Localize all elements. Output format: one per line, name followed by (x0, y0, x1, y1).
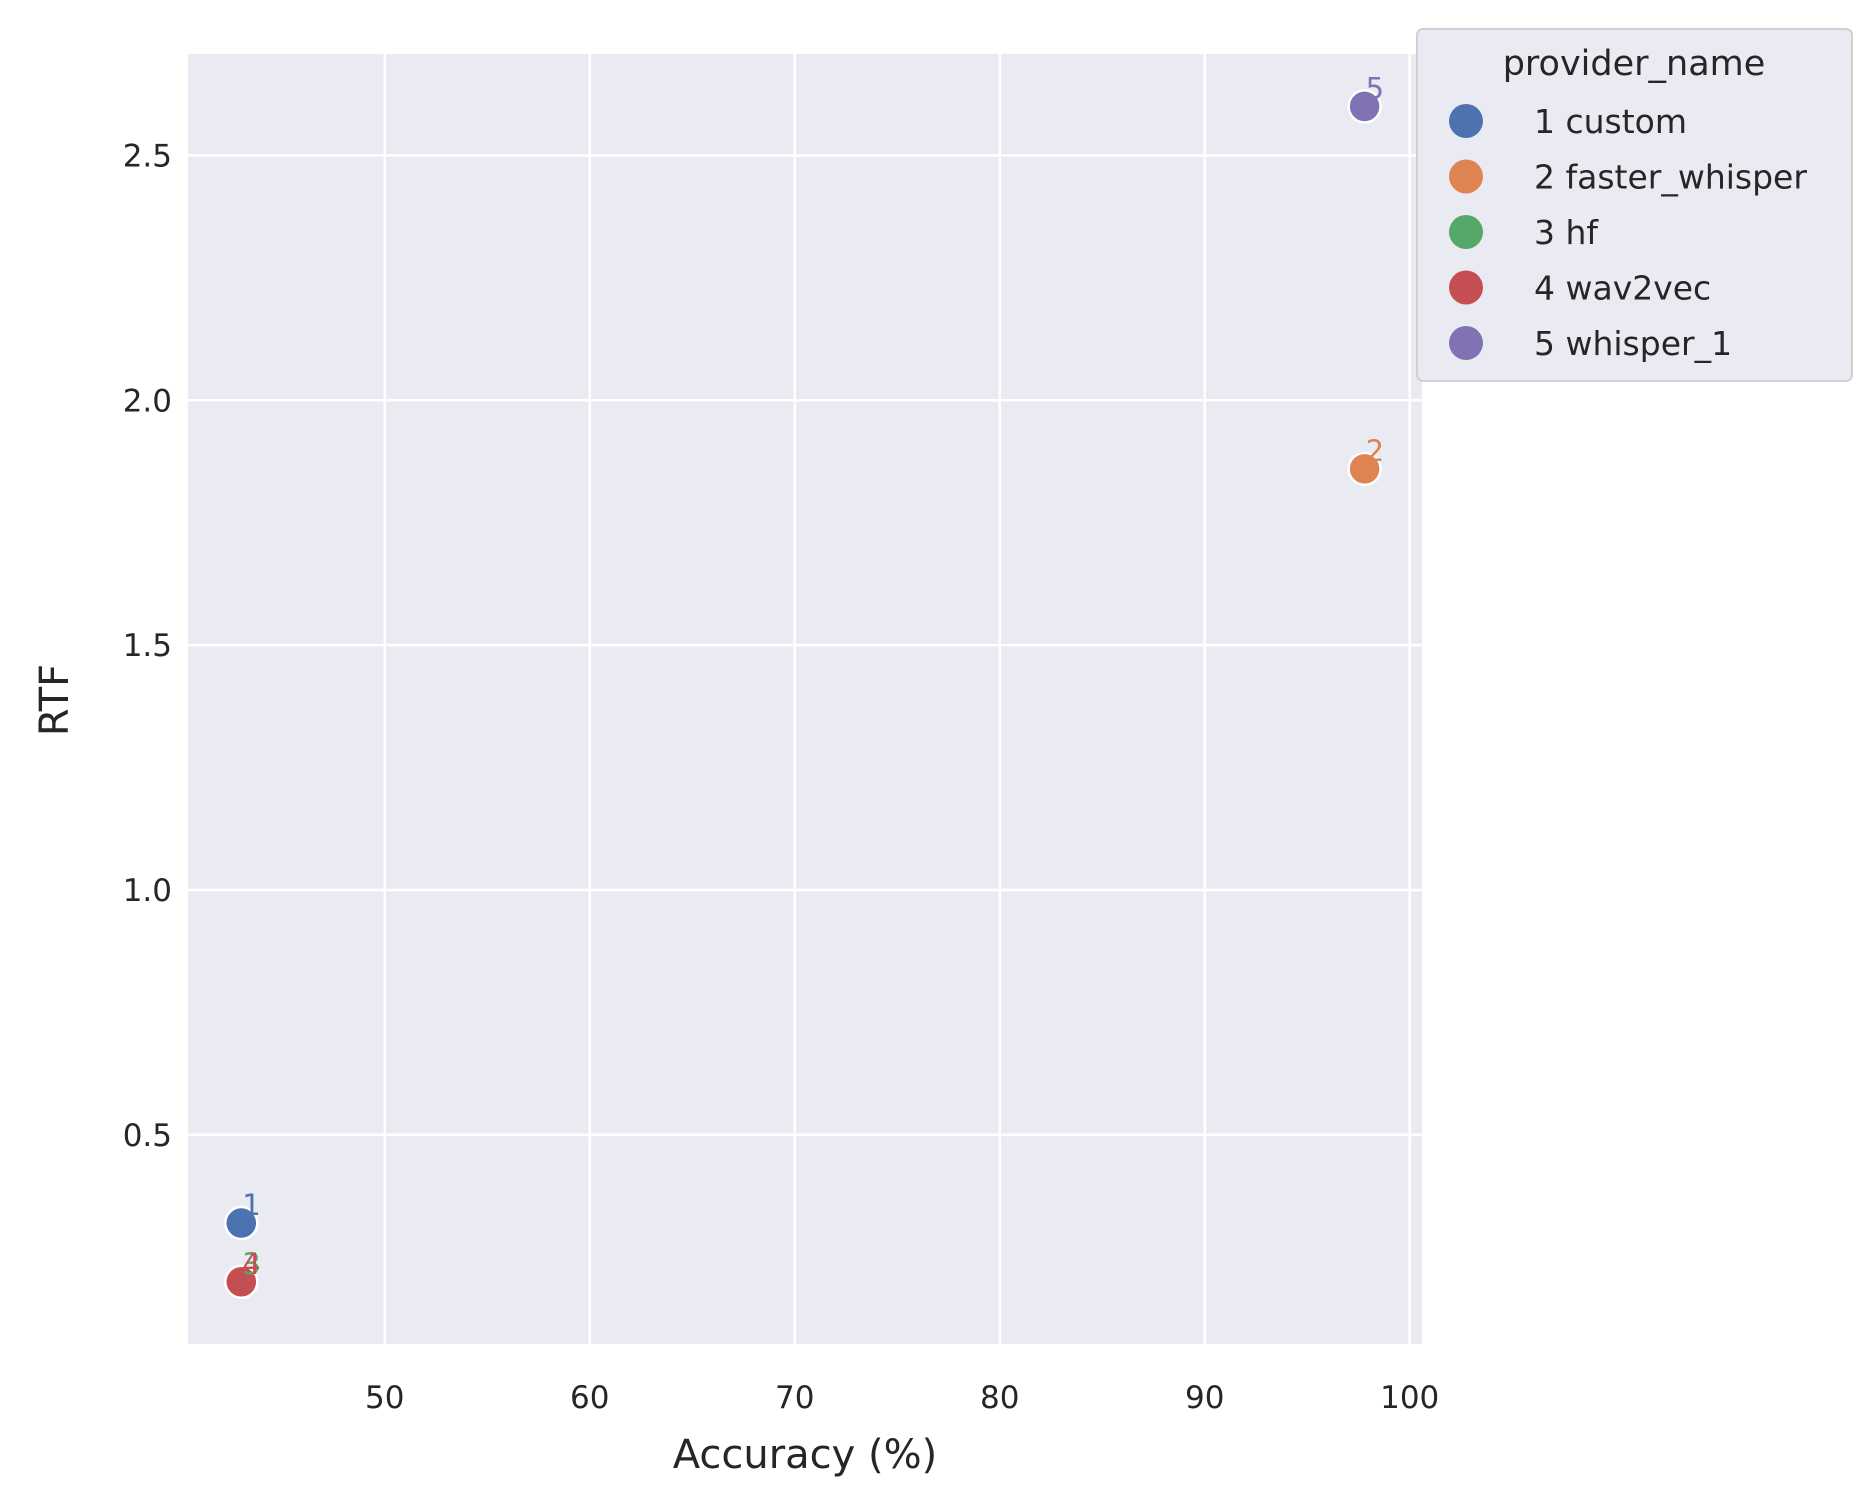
legend-frame (1416, 28, 1853, 382)
x-tick-label: 80 (980, 1380, 1019, 1416)
legend-entry-label: 5 whisper_1 (1534, 324, 1732, 363)
legend-marker (1449, 326, 1483, 360)
x-tick-label: 90 (1185, 1380, 1224, 1416)
y-tick-label: 0.5 (123, 1118, 172, 1154)
legend-entry-label: 4 wav2vec (1534, 269, 1711, 308)
x-tick-label: 100 (1380, 1380, 1439, 1416)
point-label: 1 (242, 1188, 260, 1222)
y-axis-ticks: 0.5 1.0 1.5 2.0 2.5 (123, 138, 172, 1153)
point-label: 2 (1366, 434, 1384, 468)
x-tick-label: 50 (365, 1380, 404, 1416)
y-tick-label: 2.0 (123, 383, 172, 419)
point-labels: 1 2 34 5 (242, 71, 1384, 1280)
legend-marker (1449, 215, 1483, 249)
x-axis-title: Accuracy (%) (673, 1432, 938, 1478)
point-label: 3 (242, 1247, 260, 1281)
x-tick-label: 70 (775, 1380, 814, 1416)
scatter-point (224, 1205, 259, 1241)
y-tick-label: 1.5 (123, 628, 172, 664)
legend: provider_name 1 custom 2 faster_whisper 3 … (1416, 28, 1853, 382)
legend-entry-label: 2 faster_whisper (1534, 158, 1807, 197)
x-tick-label: 60 (570, 1380, 609, 1416)
legend-entry-label: 3 hf (1534, 213, 1599, 252)
scatter-point (1347, 451, 1382, 487)
legend-title: provider_name (1503, 44, 1766, 84)
scatter-point (224, 1264, 259, 1300)
plot-background (188, 54, 1422, 1344)
y-tick-label: 2.5 (123, 138, 172, 174)
point-label: 4 (242, 1247, 260, 1281)
grid (188, 54, 1422, 1344)
legend-entries: 1 custom 2 faster_whisper 3 hf 4 wav2vec 5 w… (1449, 102, 1807, 363)
y-tick-label: 1.0 (123, 873, 172, 909)
data-points (224, 89, 1382, 1300)
point-label: 5 (1366, 71, 1384, 105)
x-axis-ticks: 50 60 70 80 90 100 (365, 1380, 1439, 1416)
y-axis-title: RTF (32, 664, 78, 736)
legend-entry-label: 1 custom (1534, 102, 1687, 141)
legend-marker (1449, 270, 1483, 305)
scatter-point (1347, 89, 1382, 124)
legend-marker (1449, 159, 1483, 194)
legend-marker (1449, 104, 1483, 138)
